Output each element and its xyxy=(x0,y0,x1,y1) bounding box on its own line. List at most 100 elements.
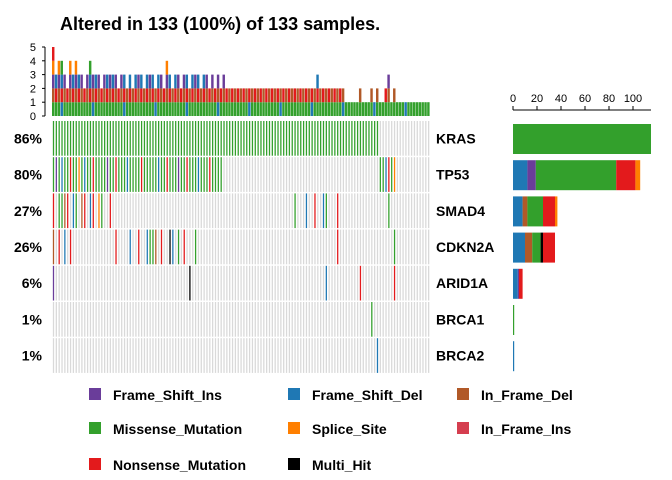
matrix-cell xyxy=(365,265,367,301)
matrix-cell xyxy=(223,157,225,192)
matrix-cell xyxy=(217,229,219,265)
matrix-cell xyxy=(69,121,72,156)
gene-labels: KRAS TP53 SMAD4 CDKN2A ARID1A BRCA1 BRCA2 xyxy=(436,130,494,363)
sample-bar-segment xyxy=(316,74,319,89)
matrix-cell xyxy=(374,157,376,192)
sample-bar-segment xyxy=(60,60,63,75)
matrix-cell xyxy=(163,265,165,301)
sample-bar-segment xyxy=(381,102,385,116)
matrix-cell xyxy=(379,229,381,265)
matrix-cell xyxy=(396,157,399,192)
matrix-cell xyxy=(152,121,154,156)
matrix-cell xyxy=(294,157,296,192)
matrix-cell xyxy=(112,338,114,373)
sample-bar-segment xyxy=(94,88,98,103)
top-axis-tick-label: 3 xyxy=(30,70,36,82)
sample-bar-segment xyxy=(421,102,424,116)
matrix-cell xyxy=(86,265,89,301)
matrix-cell xyxy=(408,157,410,192)
matrix-cell xyxy=(362,302,364,337)
sample-bar-segment xyxy=(83,88,86,103)
percent-label: 26% xyxy=(14,239,43,255)
sample-bar-segment xyxy=(100,88,103,103)
matrix-cell xyxy=(388,265,390,301)
gene-bar-segment xyxy=(519,268,523,299)
matrix-cell xyxy=(291,265,293,301)
matrix-cell xyxy=(61,338,63,373)
sample-bar-segment xyxy=(196,74,200,89)
sample-bar-segment xyxy=(324,88,328,103)
sample-bar-segment xyxy=(88,88,92,103)
matrix-cell xyxy=(393,302,396,337)
matrix-cell xyxy=(163,338,165,373)
matrix-cell xyxy=(308,229,310,265)
matrix-cell xyxy=(348,193,350,229)
matrix-cell xyxy=(314,302,316,337)
sample-bar-segment xyxy=(117,102,120,116)
matrix-cell xyxy=(300,265,302,301)
matrix-cell xyxy=(126,157,129,192)
matrix-cell xyxy=(95,302,97,337)
matrix-cell xyxy=(334,302,336,337)
matrix-cell xyxy=(402,302,404,337)
matrix-cell xyxy=(231,193,234,229)
matrix-cell xyxy=(234,302,237,337)
matrix-cell xyxy=(121,265,123,301)
sample-bar-segment xyxy=(316,102,319,116)
sample-bar-segment xyxy=(296,88,299,103)
matrix-cell xyxy=(115,302,117,337)
matrix-cell xyxy=(86,157,89,192)
sample-bar-segment xyxy=(330,88,333,103)
matrix-cell xyxy=(402,338,404,373)
sample-bar-segment xyxy=(205,88,208,103)
matrix-cell xyxy=(98,121,100,156)
matrix-cell xyxy=(410,338,413,373)
matrix-cell xyxy=(84,338,86,373)
matrix-cell xyxy=(234,229,237,265)
matrix-cell xyxy=(217,302,219,337)
sample-bar-segment xyxy=(123,102,126,116)
matrix-cell xyxy=(413,302,416,337)
matrix-cell xyxy=(294,229,296,265)
matrix-cell xyxy=(212,265,214,301)
sample-bar-segment xyxy=(120,88,123,103)
sample-bar-segment xyxy=(427,102,430,116)
matrix-cell xyxy=(268,302,271,337)
legend-label: Frame_Shift_Del xyxy=(312,387,422,403)
legend-swatch xyxy=(89,458,101,470)
matrix-cell xyxy=(189,338,191,373)
matrix-cell xyxy=(393,265,396,301)
sample-bar-segment xyxy=(128,88,132,103)
matrix-cell xyxy=(396,229,399,265)
matrix-cell xyxy=(81,193,83,229)
matrix-cell xyxy=(183,157,185,192)
gene-bar-segment xyxy=(535,160,617,191)
sample-bar-segment xyxy=(128,102,132,116)
matrix-cell xyxy=(140,157,143,192)
matrix-cell xyxy=(172,302,174,337)
percent-labels: 86% 80% 27% 26% 6% 1% 1% xyxy=(14,130,43,363)
matrix-cell xyxy=(305,338,308,373)
matrix-cell xyxy=(334,121,336,156)
matrix-cell xyxy=(146,302,148,337)
matrix-cell xyxy=(345,157,347,192)
matrix-cell xyxy=(152,229,154,265)
gene-bar-segment xyxy=(513,196,523,227)
matrix-cell xyxy=(356,265,359,301)
legend: Frame_Shift_Ins Frame_Shift_Del In_Frame_D… xyxy=(89,387,573,473)
matrix-cell xyxy=(115,121,117,156)
sample-bar-segment xyxy=(199,88,203,103)
gene-bar-segment xyxy=(543,232,555,263)
matrix-cell xyxy=(223,265,225,301)
matrix-cell xyxy=(399,121,401,156)
matrix-cell xyxy=(186,157,188,192)
matrix-cell xyxy=(251,229,254,265)
sample-bar-segment xyxy=(77,88,81,103)
matrix-cell xyxy=(402,121,404,156)
sample-bar-segment xyxy=(80,74,83,89)
sample-bar-segment xyxy=(265,88,268,103)
matrix-cell xyxy=(419,338,421,373)
matrix-cell xyxy=(152,265,154,301)
matrix-cell xyxy=(339,193,342,229)
sample-bar-segment xyxy=(387,88,390,103)
